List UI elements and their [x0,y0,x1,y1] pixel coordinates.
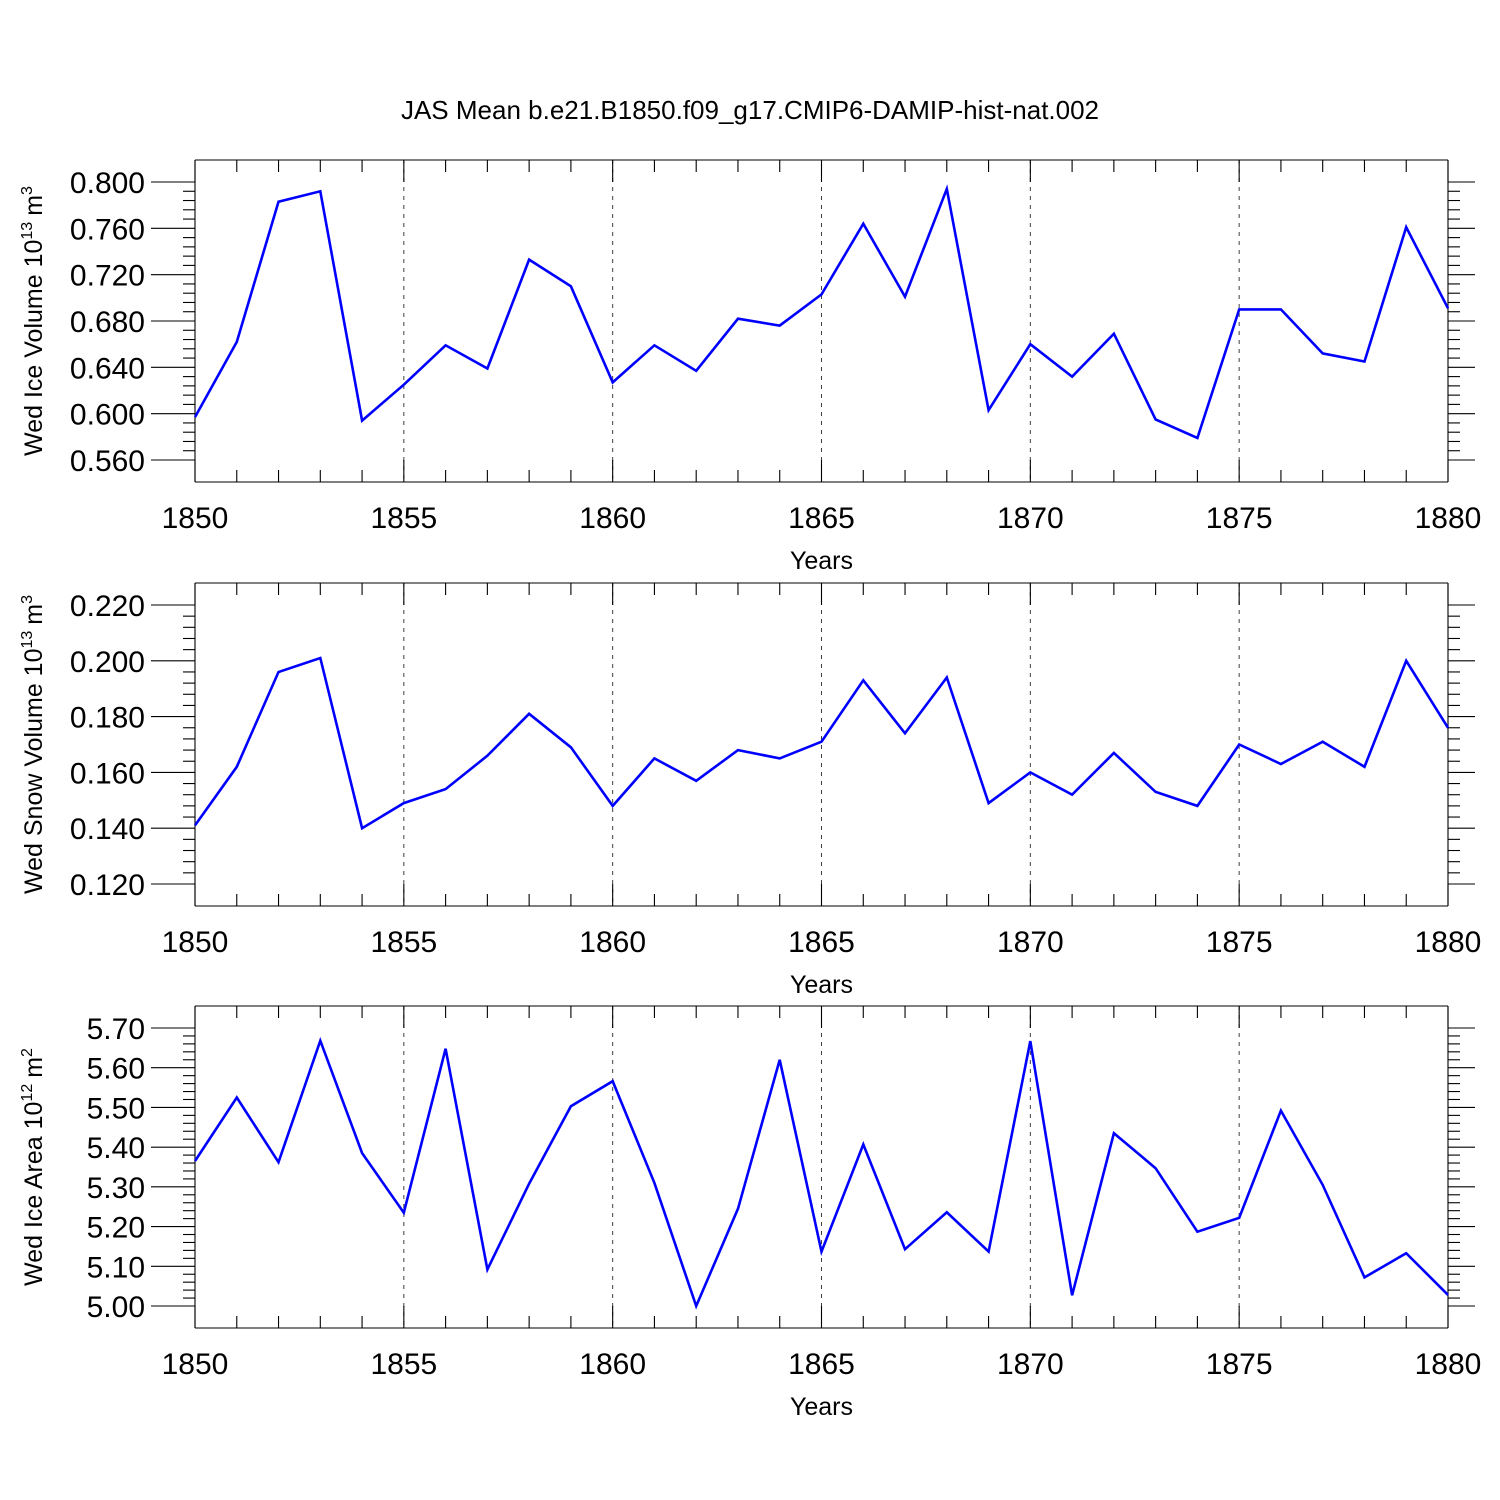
x-tick-label: 1880 [1415,926,1482,959]
y-tick-label: 0.200 [70,646,145,679]
x-tick-label: 1875 [1206,926,1273,959]
y-tick-label: 0.140 [70,813,145,846]
panel-2: 0.120 0.140 0.160 0.180 0.200 0.220 1850 1855 18… [19,582,1482,999]
x-tick-label: 1870 [997,1348,1064,1381]
y-tick-label: 0.760 [70,213,145,246]
x-tick-label: 1880 [1415,1348,1482,1381]
x-axis-title: Years [790,971,853,999]
y-tick-label: 5.50 [87,1092,145,1125]
y-axis-title: Wed Ice Area 1012m2 [19,1048,48,1286]
chart-title: JAS Mean b.e21.B1850.f09_g17.CMIP6-DAMIP… [401,95,1099,125]
x-tick-label: 1870 [997,926,1064,959]
x-tick-label: 1875 [1206,502,1273,535]
x-tick-label: 1865 [788,1348,855,1381]
y-tick-label: 0.800 [70,167,145,200]
y-tick-label: 0.120 [70,869,145,902]
x-tick-label: 1850 [162,926,229,959]
x-axis-title: Years [790,1393,853,1421]
x-tick-label: 1880 [1415,502,1482,535]
y-tick-label: 0.160 [70,757,145,790]
x-tick-label: 1860 [579,926,646,959]
panel-3: 5.00 5.10 5.20 5.30 5.40 5.50 5.60 5.70 1850 1855… [19,1005,1482,1421]
y-tick-label: 5.00 [87,1291,145,1324]
y-tick-label: 5.30 [87,1172,145,1205]
y-tick-label: 0.720 [70,260,145,293]
x-tick-label: 1865 [788,926,855,959]
y-tick-label: 5.10 [87,1251,145,1284]
x-tick-label: 1860 [579,502,646,535]
x-tick-label: 1855 [370,502,437,535]
x-tick-label: 1855 [370,1348,437,1381]
y-tick-label: 0.220 [70,590,145,623]
y-tick-label: 5.70 [87,1013,145,1046]
panel-1: 0.560 0.600 0.640 0.680 0.720 0.760 0.800 1850 1… [19,159,1482,575]
x-tick-label: 1870 [997,502,1064,535]
y-axis-title: Wed Ice Volume 1013m3 [19,186,48,456]
x-tick-label: 1875 [1206,1348,1273,1381]
x-tick-label: 1865 [788,502,855,535]
y-tick-label: 0.600 [70,399,145,432]
x-tick-label: 1850 [162,1348,229,1381]
y-tick-label: 0.680 [70,306,145,339]
y-tick-label: 5.60 [87,1053,145,1086]
y-tick-label: 0.640 [70,352,145,385]
x-tick-label: 1850 [162,502,229,535]
x-tick-label: 1855 [370,926,437,959]
y-tick-label: 0.560 [70,445,145,478]
x-tick-label: 1860 [579,1348,646,1381]
y-tick-label: 5.20 [87,1212,145,1245]
y-tick-label: 0.180 [70,702,145,735]
y-tick-label: 5.40 [87,1132,145,1165]
panels: 0.560 0.600 0.640 0.680 0.720 0.760 0.800 1850 1… [19,159,1482,1421]
x-axis-title: Years [790,547,853,575]
y-axis-title: Wed Snow Volume 1013m3 [19,595,48,894]
